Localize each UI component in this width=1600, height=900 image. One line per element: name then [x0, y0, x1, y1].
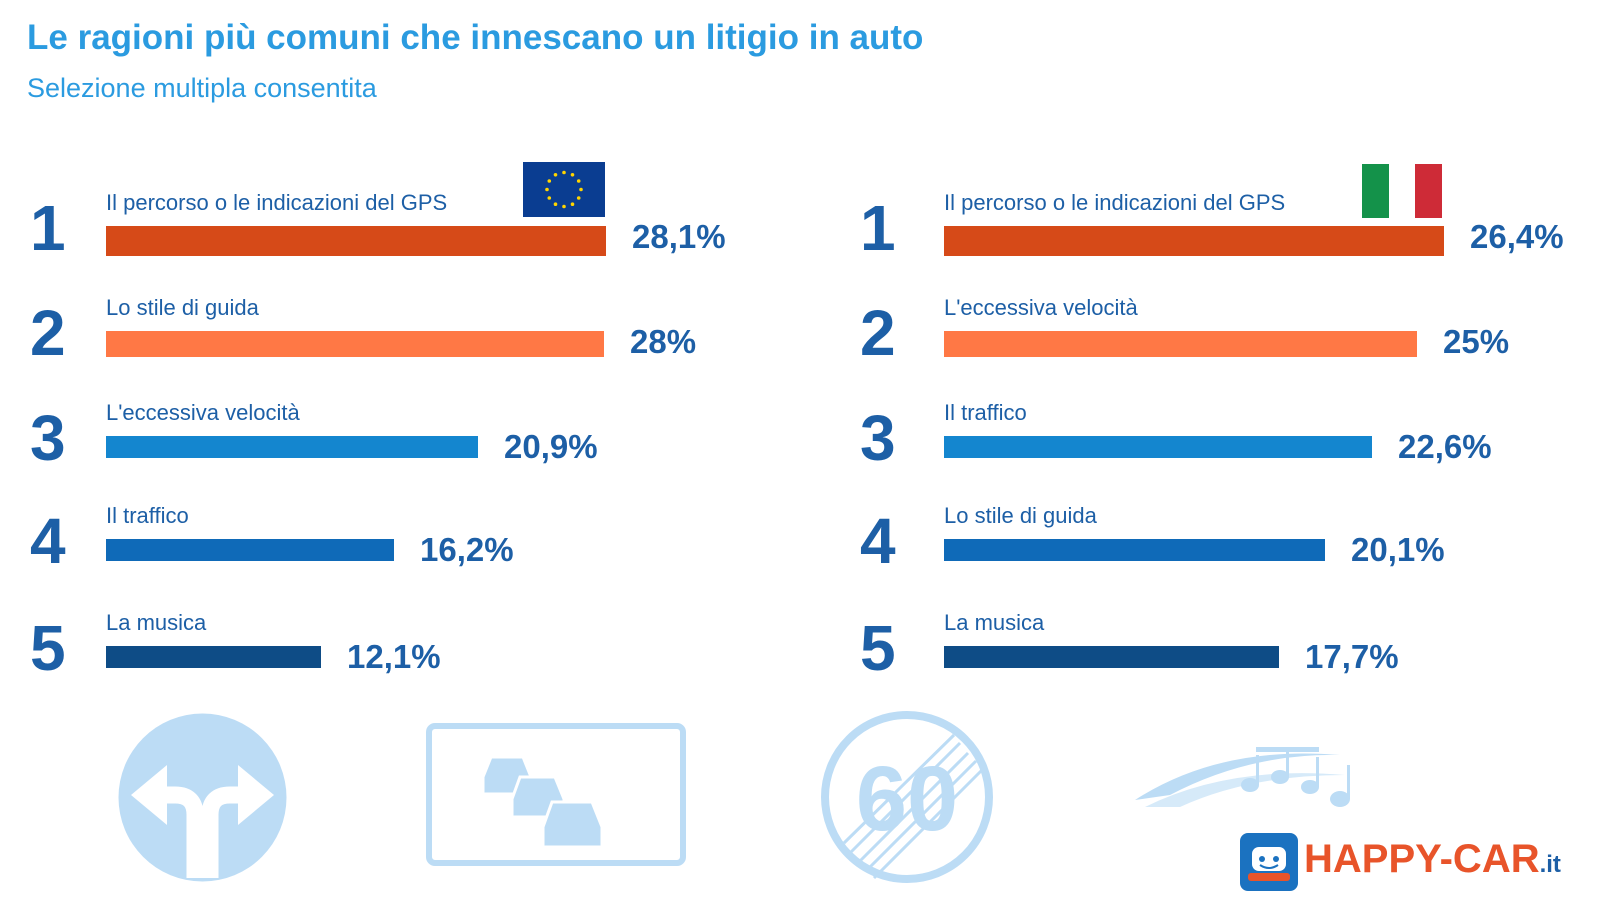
eu-4-category-label: Il traffico: [106, 503, 189, 528]
it-4-category-label: Lo stile di guida: [944, 503, 1097, 528]
it-1-category-label: Il percorso o le indicazioni del GPS: [944, 190, 1286, 215]
eu-star: [547, 179, 552, 183]
it-1-bar: [944, 226, 1444, 256]
music-notes-icon: [1135, 747, 1350, 807]
eu-star: [545, 187, 549, 192]
it-4-bar: [944, 539, 1325, 561]
eu-star: [553, 202, 558, 207]
it-5-bar: [944, 646, 1279, 668]
eu-star: [562, 170, 566, 175]
it-3-value-label: 22,6%: [1398, 428, 1492, 465]
eu-star: [576, 179, 581, 183]
it-2-bar: [944, 331, 1417, 357]
happy-car-logo: HAPPY-CAR.it: [1240, 833, 1580, 893]
it-2-category-label: L'eccessiva velocità: [944, 295, 1138, 320]
it-3-category-label: Il traffico: [944, 400, 1027, 425]
it-3-bar: [944, 436, 1372, 458]
eu-2-value-label: 28%: [630, 323, 697, 360]
eu-3-value-label: 20,9%: [504, 428, 598, 465]
eu-star: [547, 196, 552, 200]
eu-3-bar: [106, 436, 478, 458]
eu-star: [579, 187, 583, 192]
eu-5-category-label: La musica: [106, 610, 207, 635]
it-5-category-label: La musica: [944, 610, 1045, 635]
direction-sign-icon: [118, 713, 287, 882]
it-5-rank-number: 5: [860, 612, 896, 684]
eu-4-value-label: 16,2%: [420, 531, 514, 568]
logo-tld: .it: [1539, 851, 1561, 878]
eu-1-category-label: Il percorso o le indicazioni del GPS: [106, 190, 448, 215]
it-1-value-label: 26,4%: [1470, 218, 1564, 255]
eu-1-bar: [106, 226, 606, 256]
eu-1-value-label: 28,1%: [632, 218, 726, 255]
eu-star: [553, 172, 558, 177]
eu-4-bar: [106, 539, 394, 561]
eu-star: [562, 204, 566, 209]
it-4-rank-number: 4: [860, 505, 896, 577]
eu-4-rank-number: 4: [30, 505, 66, 577]
logo-name: HAPPY-CAR: [1304, 837, 1540, 881]
eu-3-rank-number: 3: [30, 402, 66, 474]
it-1-rank-number: 1: [860, 192, 896, 264]
speed-number: 60: [856, 748, 958, 850]
it-3-rank-number: 3: [860, 402, 896, 474]
it-2-value-label: 25%: [1443, 323, 1510, 360]
eu-2-rank-number: 2: [30, 297, 66, 369]
end-speed-limit-sign-icon: 60: [821, 711, 993, 883]
eu-2-category-label: Lo stile di guida: [106, 295, 259, 320]
happy-car-logo-icon: [1240, 833, 1298, 891]
italy-flag: [1362, 164, 1442, 218]
it-4-value-label: 20,1%: [1351, 531, 1445, 568]
traffic-jam-sign-icon: [426, 723, 686, 866]
it-5-value-label: 17,7%: [1305, 638, 1399, 675]
eu-5-value-label: 12,1%: [347, 638, 441, 675]
eu-star: [570, 172, 575, 177]
eu-2-bar: [106, 331, 604, 357]
page-subtitle: Selezione multipla consentita: [27, 73, 377, 103]
it-2-rank-number: 2: [860, 297, 896, 369]
eu-1-rank-number: 1: [30, 192, 66, 264]
eu-3-category-label: L'eccessiva velocità: [106, 400, 300, 425]
eu-star: [576, 196, 581, 200]
page-title: Le ragioni più comuni che innescano un l…: [27, 18, 924, 57]
eu-star: [570, 202, 575, 207]
eu-5-rank-number: 5: [30, 612, 66, 684]
eu-flag: [523, 162, 605, 217]
eu-5-bar: [106, 646, 321, 668]
